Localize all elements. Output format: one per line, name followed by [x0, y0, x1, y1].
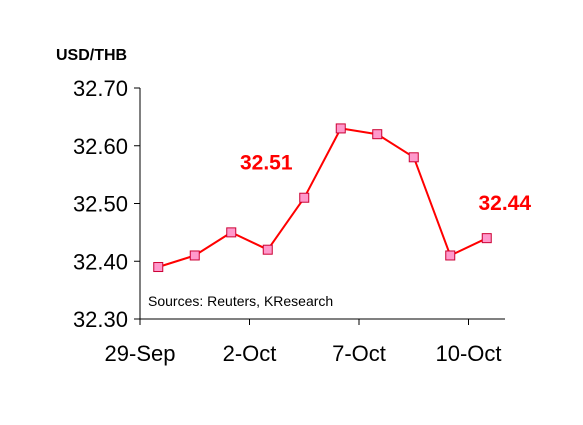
series-line: [157, 127, 488, 268]
data-point-marker: [445, 250, 456, 261]
data-point-marker: [189, 250, 200, 261]
x-tick-labels: 29-Sep 2-Oct 7-Oct 10-Oct: [105, 341, 502, 366]
data-point-marker: [481, 233, 492, 244]
x-tick-label: 10-Oct: [435, 341, 501, 366]
y-tick-label: 32.30: [73, 307, 128, 332]
y-tick-label: 32.50: [73, 192, 128, 217]
x-tick-label: 29-Sep: [105, 341, 176, 366]
data-point-marker: [226, 227, 237, 238]
y-tick-label: 32.40: [73, 249, 128, 274]
unit-label: USD/THB: [56, 47, 127, 64]
data-point-marker: [153, 262, 164, 273]
data-markers: [153, 123, 492, 273]
x-tick-label: 2-Oct: [223, 341, 277, 366]
annotations: 32.51 32.44: [240, 152, 531, 215]
data-label-annotation: 32.51: [240, 152, 293, 175]
data-point-marker: [372, 129, 383, 140]
series-line-group: [157, 127, 488, 268]
y-tick-label: 32.60: [73, 134, 128, 159]
y-tick-label: 32.70: [73, 76, 128, 101]
source-note: Sources: Reuters, KResearch: [148, 293, 333, 309]
x-tick-label: 7-Oct: [332, 341, 386, 366]
data-point-marker: [299, 192, 310, 203]
y-tick-labels: 32.30 32.40 32.50 32.60 32.70: [73, 76, 128, 332]
data-point-marker: [408, 152, 419, 163]
axes: [134, 87, 505, 325]
data-point-marker: [262, 244, 273, 255]
data-point-marker: [335, 123, 346, 134]
data-label-annotation: 32.44: [478, 192, 531, 215]
